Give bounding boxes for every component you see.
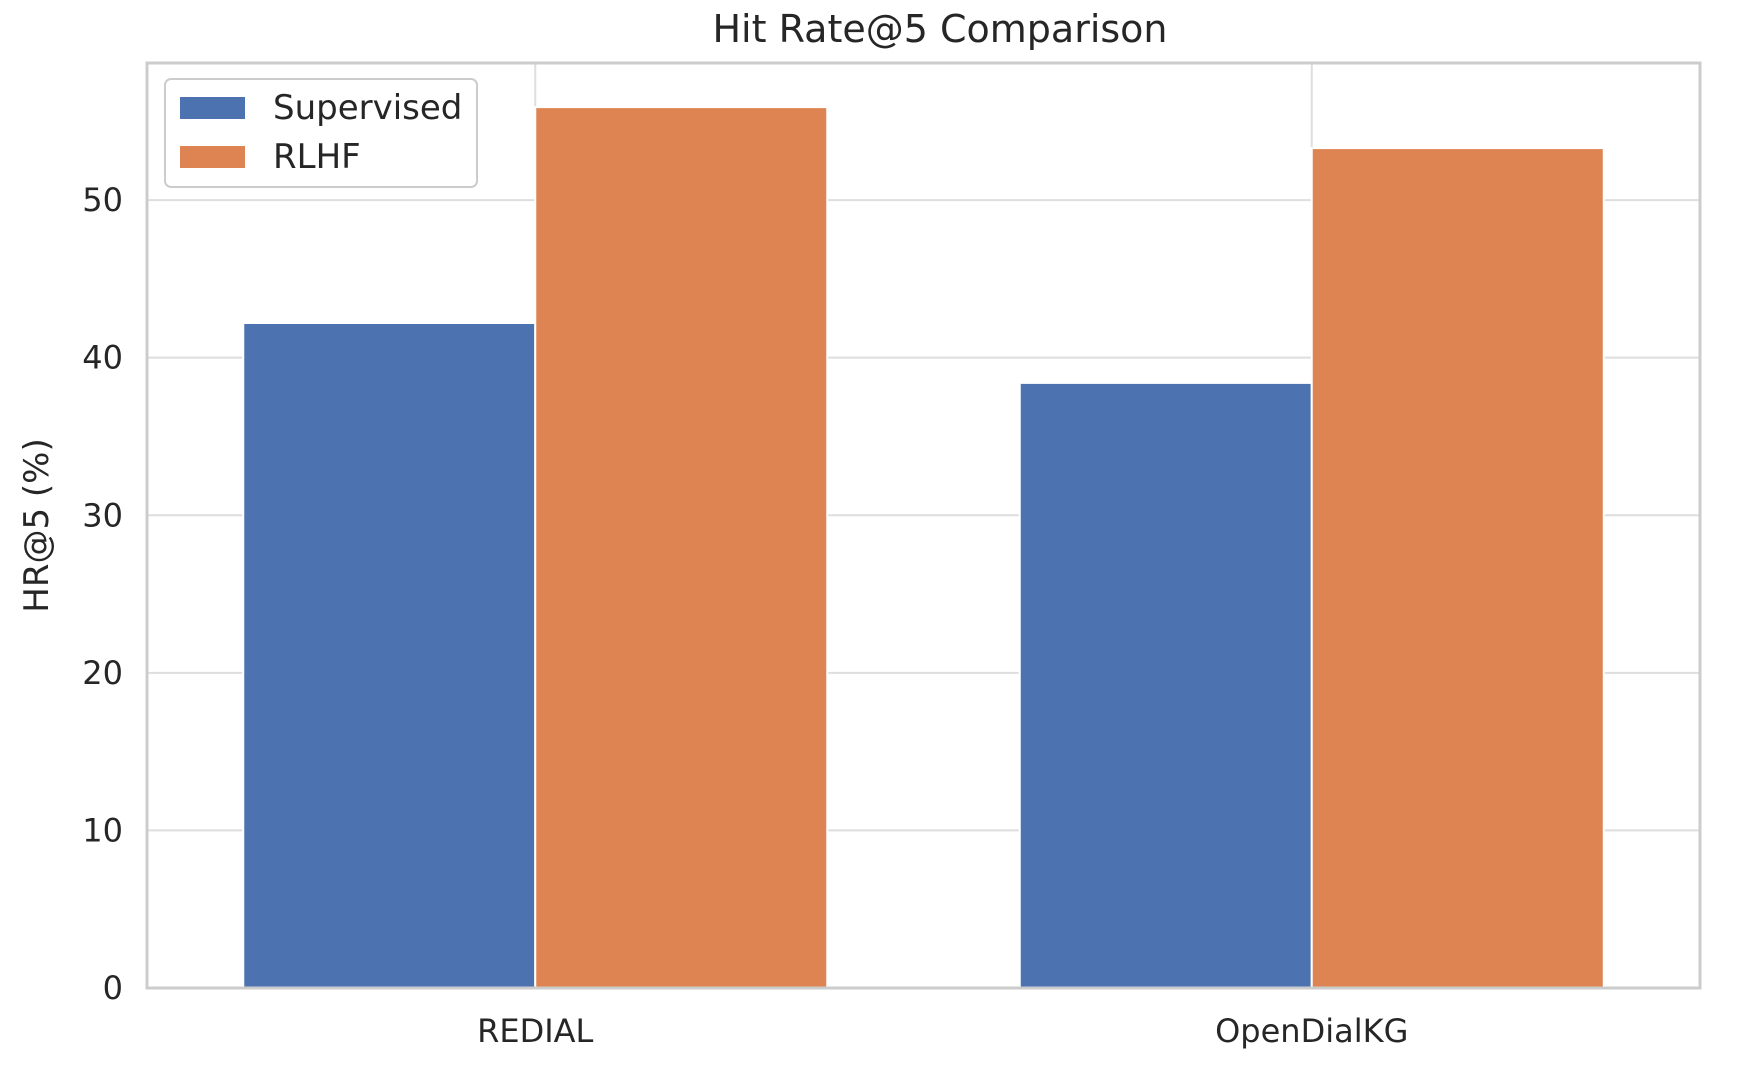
legend: Supervised RLHF xyxy=(164,78,478,188)
y-tick-label: 10 xyxy=(82,811,123,849)
y-tick-label: 0 xyxy=(103,969,123,1007)
y-tick-label: 20 xyxy=(82,654,123,692)
bar-supervised-redial xyxy=(242,322,537,989)
y-tick-label: 50 xyxy=(82,181,123,219)
bars xyxy=(242,106,1605,990)
bar-rlhf-redial xyxy=(534,106,829,989)
x-tick-label: OpenDialKG xyxy=(1215,1012,1408,1050)
x-tick-labels: REDIAL OpenDialKG xyxy=(477,1012,1408,1050)
y-axis-label: HR@5 (%) xyxy=(17,438,57,612)
legend-swatch-rlhf xyxy=(180,146,245,168)
x-tick-label: REDIAL xyxy=(477,1012,593,1050)
y-tick-label: 30 xyxy=(82,496,123,534)
legend-swatch-supervised xyxy=(180,97,245,119)
plot-frame xyxy=(145,61,1702,990)
legend-label: RLHF xyxy=(273,137,361,177)
bar-supervised-opendialkg xyxy=(1018,381,1313,989)
y-tick-label: 40 xyxy=(82,339,123,377)
chart-title: Hit Rate@5 Comparison xyxy=(712,7,1167,51)
y-tick-labels: 0 10 20 30 40 50 xyxy=(82,181,123,1007)
bar-rlhf-opendialkg xyxy=(1310,147,1605,990)
legend-label: Supervised xyxy=(273,88,462,128)
